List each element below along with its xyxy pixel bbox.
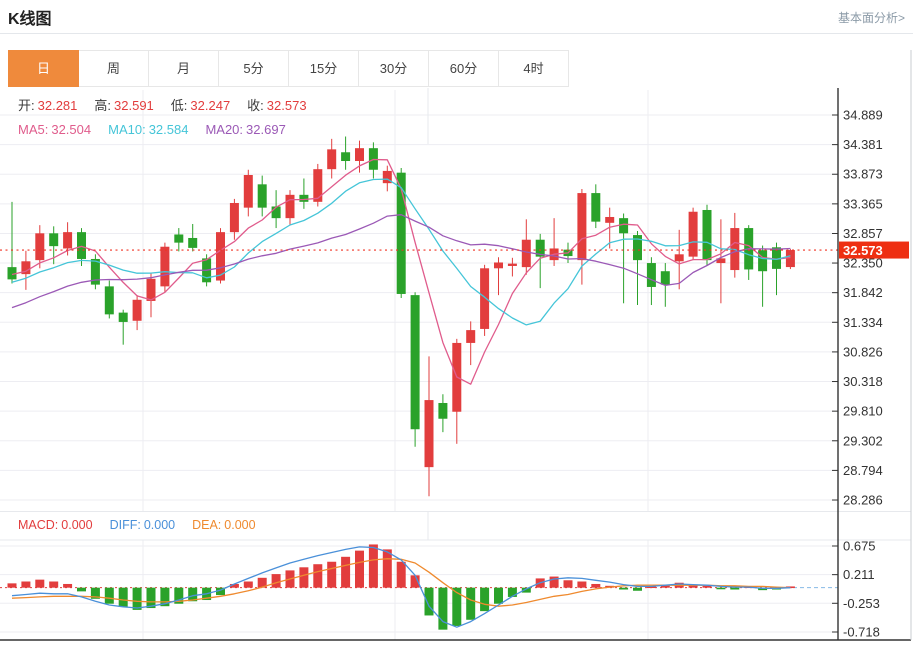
legend-item: 高: 32.591 bbox=[94, 98, 154, 113]
current-price-tag bbox=[839, 241, 909, 259]
fundamental-analysis-link[interactable]: 基本面分析> bbox=[837, 11, 905, 25]
svg-text:28.286: 28.286 bbox=[843, 493, 883, 508]
ma10-line bbox=[11, 178, 791, 326]
price-axis: 34.889 34.381 33.873 33.365 32.857 32.350 31.8… bbox=[0, 50, 912, 641]
diff-line bbox=[11, 546, 791, 628]
svg-text:32.350: 32.350 bbox=[843, 256, 883, 271]
candlestick-pane bbox=[0, 136, 838, 497]
legend-item: 开: 32.281 bbox=[18, 98, 78, 113]
period-tab-week[interactable]: 周 bbox=[78, 50, 149, 87]
period-tab-60min[interactable]: 60分 bbox=[428, 50, 499, 87]
page-title: K线图 bbox=[8, 11, 52, 28]
svg-text:-0.718: -0.718 bbox=[843, 625, 880, 640]
svg-text:0.675: 0.675 bbox=[843, 539, 876, 554]
period-tab-4hour[interactable]: 4时 bbox=[498, 50, 569, 87]
svg-text:31.842: 31.842 bbox=[843, 285, 883, 300]
legend-item: MA5: 32.504 bbox=[18, 122, 92, 137]
legend-item: MA10: 32.584 bbox=[108, 122, 189, 137]
svg-text:32.857: 32.857 bbox=[843, 226, 883, 241]
svg-text:29.302: 29.302 bbox=[843, 433, 883, 448]
period-tab-30min[interactable]: 30分 bbox=[358, 50, 429, 87]
svg-text:-0.253: -0.253 bbox=[843, 596, 880, 611]
header-divider bbox=[0, 33, 913, 34]
period-tab-15min[interactable]: 15分 bbox=[288, 50, 359, 87]
svg-text:33.873: 33.873 bbox=[843, 167, 883, 182]
macd-legend: MACD: 0.000 DIFF: 0.000 DEA: 0.000 bbox=[18, 518, 273, 532]
legend-item: MA20: 32.697 bbox=[205, 122, 286, 137]
svg-text:34.381: 34.381 bbox=[843, 137, 883, 152]
period-tabbar: 日周月 5分 15分 30分 60分 4时 bbox=[8, 50, 569, 87]
svg-text:33.365: 33.365 bbox=[843, 196, 883, 211]
ma20-line bbox=[11, 214, 791, 309]
ohlc-legend: 开: 32.281 高: 32.591 低: 32.247 收: 32.573 bbox=[18, 95, 324, 114]
period-tab-5min[interactable]: 5分 bbox=[218, 50, 289, 87]
legend-item: MACD: 0.000 bbox=[18, 518, 93, 532]
svg-text:28.794: 28.794 bbox=[843, 463, 883, 478]
period-tab-month[interactable]: 月 bbox=[148, 50, 219, 87]
macd-pane bbox=[0, 544, 838, 630]
svg-text:31.334: 31.334 bbox=[843, 315, 883, 330]
svg-text:32.573: 32.573 bbox=[843, 243, 883, 258]
legend-item: DIFF: 0.000 bbox=[109, 518, 176, 532]
svg-text:30.826: 30.826 bbox=[843, 344, 883, 359]
legend-item: DEA: 0.000 bbox=[192, 518, 256, 532]
period-tab-day[interactable]: 日 bbox=[8, 50, 79, 87]
svg-text:30.318: 30.318 bbox=[843, 374, 883, 389]
ma-legend: MA5: 32.504 MA10: 32.584 MA20: 32.697 bbox=[18, 122, 303, 137]
svg-text:29.810: 29.810 bbox=[843, 404, 883, 419]
svg-text:34.889: 34.889 bbox=[843, 108, 883, 123]
legend-item: 低: 32.247 bbox=[170, 98, 231, 113]
legend-item: 收: 32.573 bbox=[247, 98, 307, 113]
svg-text:0.211: 0.211 bbox=[843, 567, 875, 582]
